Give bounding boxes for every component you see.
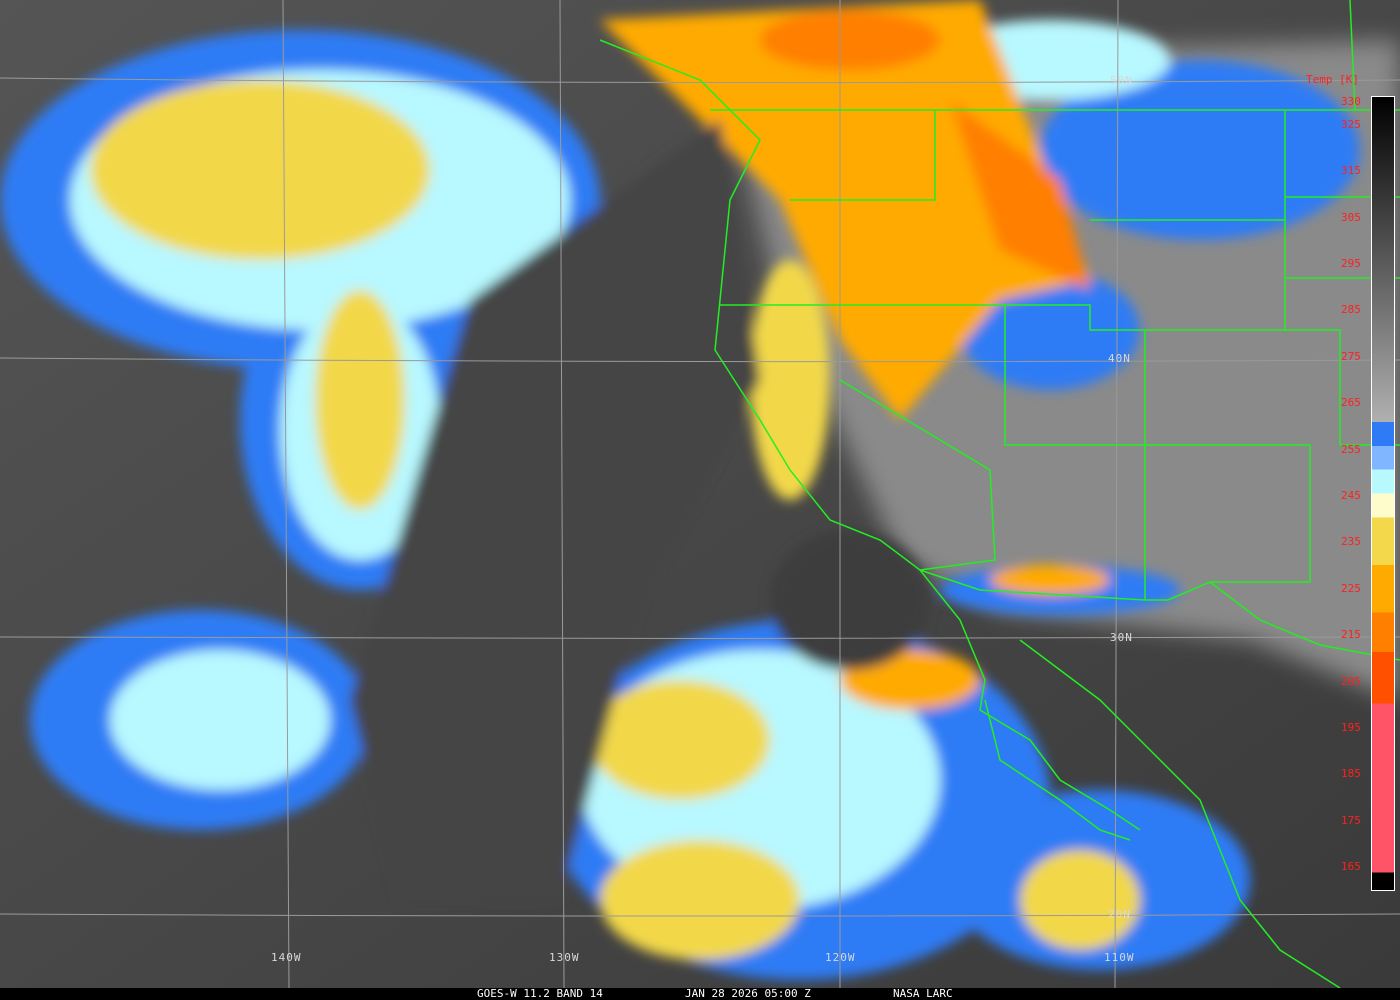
colorbar-tick-label: 225 [1341, 582, 1361, 595]
colorbar-tick-label: 315 [1341, 164, 1361, 177]
lon-label: 130W [549, 951, 580, 964]
source-label: NASA LARC [893, 987, 953, 1000]
colorbar-tick-label: 295 [1341, 257, 1361, 270]
colorbar-tick-label: 305 [1341, 211, 1361, 224]
lon-label: 110W [1104, 951, 1135, 964]
political-boundaries [599, 0, 1400, 988]
colorbar-tick-label: 175 [1341, 814, 1361, 827]
colorbar-tick-label: 255 [1341, 443, 1361, 456]
datetime-label: JAN 28 2026 05:00 Z [685, 987, 811, 1000]
satellite-band-label: GOES-W 11.2 BAND 14 [477, 987, 603, 1000]
colorbar-tick-label: 195 [1341, 721, 1361, 734]
colorbar-tick-label: 275 [1341, 350, 1361, 363]
colorbar-tick-label: 245 [1341, 489, 1361, 502]
caption-bar: GOES-W 11.2 BAND 14 JAN 28 2026 05:00 Z … [0, 988, 1400, 1000]
colorbar-tick-label: 215 [1341, 628, 1361, 641]
cloud-field [0, 0, 1360, 980]
colorbar-tick-label: 285 [1341, 303, 1361, 316]
colorbar-tick-label: 185 [1341, 767, 1361, 780]
lat-label: 20N [1108, 908, 1131, 921]
colorbar-tick-label: 325 [1341, 118, 1361, 131]
colorbar-tick-label: 330 [1341, 95, 1361, 108]
lon-label: 120W [825, 951, 856, 964]
colorbar-tick-label: 235 [1341, 535, 1361, 548]
lat-label: 40N [1108, 352, 1131, 365]
colorbar-tick-label: 205 [1341, 675, 1361, 688]
lon-label: 140W [271, 951, 302, 964]
colorbar-tick-label: 265 [1341, 396, 1361, 409]
temperature-colorbar [1371, 96, 1395, 891]
colorbar-title: Temp [K] [1306, 73, 1359, 86]
lat-label: 50N [1110, 74, 1133, 87]
colorbar-tick-label: 165 [1341, 860, 1361, 873]
lat-label: 30N [1110, 631, 1133, 644]
